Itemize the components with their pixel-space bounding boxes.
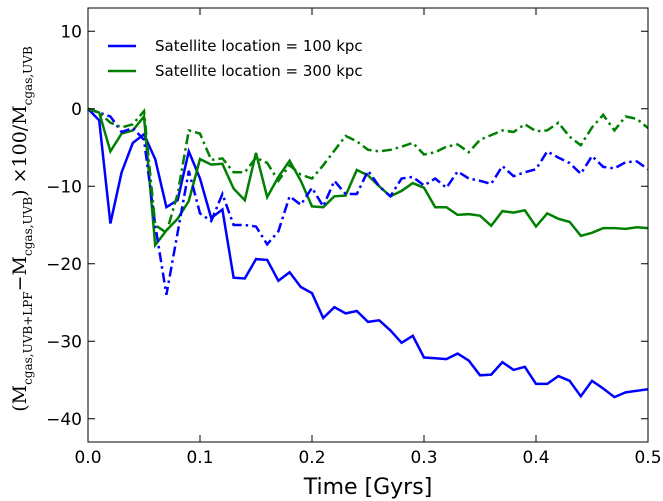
legend: Satellite location = 100 kpc Satellite l…	[108, 37, 363, 80]
series-line-3	[87, 107, 649, 235]
tick-layer: 0.0 0.1 0.2 0.3 0.4 0.5 10 0 −10 −20 −30 −40	[46, 8, 662, 468]
x-tick-label: 0.2	[298, 448, 325, 468]
y-axis-label: (Mcgas,UVB+LPF−Mcgas,UVB) ×100/Mcgas,UVB	[9, 46, 35, 412]
x-tick-label: 0.1	[186, 448, 213, 468]
y-axis-label-mid2: ) ×100/M	[9, 105, 31, 197]
legend-label-100kpc: Satellite location = 100 kpc	[155, 37, 363, 55]
y-tick-label: 0	[71, 100, 82, 120]
x-tick-label: 0.3	[410, 448, 437, 468]
x-tick-label: 0.0	[74, 448, 101, 468]
y-tick-label: 10	[60, 22, 82, 42]
series-layer	[87, 107, 649, 399]
y-axis-label-sub1: cgas,UVB+LPF	[21, 291, 35, 385]
y-axis-label-sub2: cgas,UVB	[21, 197, 35, 256]
y-tick-label: −10	[46, 177, 82, 197]
x-tick-label: 0.5	[634, 448, 661, 468]
y-tick-label: −20	[46, 255, 82, 275]
y-axis-label-open: (M	[9, 385, 31, 412]
x-axis-label: Time [Gyrs]	[303, 475, 433, 500]
y-tick-label: −30	[46, 332, 82, 352]
y-axis-label-sub3: cgas,UVB	[21, 46, 35, 105]
y-axis-label-mid: −M	[9, 256, 31, 291]
legend-label-300kpc: Satellite location = 300 kpc	[155, 62, 363, 80]
y-tick-label: −40	[46, 410, 82, 430]
x-tick-label: 0.4	[522, 448, 549, 468]
plot-frame	[87, 7, 649, 443]
series-line-2	[87, 107, 649, 296]
series-line-0	[87, 107, 649, 399]
